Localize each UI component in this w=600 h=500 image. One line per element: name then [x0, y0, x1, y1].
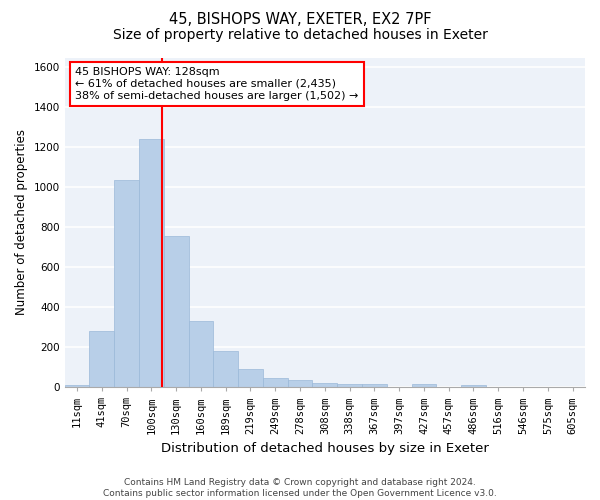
Bar [313, 383, 337, 387]
Bar [89, 331, 114, 387]
Bar [461, 384, 486, 387]
Bar [164, 236, 188, 387]
Bar [362, 384, 387, 387]
Bar [412, 384, 436, 387]
Bar [337, 384, 362, 387]
Y-axis label: Number of detached properties: Number of detached properties [15, 130, 28, 316]
Bar [287, 380, 313, 387]
X-axis label: Distribution of detached houses by size in Exeter: Distribution of detached houses by size … [161, 442, 489, 455]
Bar [263, 378, 287, 387]
Text: Contains HM Land Registry data © Crown copyright and database right 2024.
Contai: Contains HM Land Registry data © Crown c… [103, 478, 497, 498]
Text: 45, BISHOPS WAY, EXETER, EX2 7PF: 45, BISHOPS WAY, EXETER, EX2 7PF [169, 12, 431, 28]
Bar [114, 180, 139, 387]
Bar [188, 321, 214, 387]
Bar [65, 385, 89, 387]
Bar [139, 140, 164, 387]
Bar [214, 351, 238, 387]
Text: Size of property relative to detached houses in Exeter: Size of property relative to detached ho… [113, 28, 487, 42]
Bar [238, 369, 263, 387]
Text: 45 BISHOPS WAY: 128sqm
← 61% of detached houses are smaller (2,435)
38% of semi-: 45 BISHOPS WAY: 128sqm ← 61% of detached… [75, 68, 358, 100]
